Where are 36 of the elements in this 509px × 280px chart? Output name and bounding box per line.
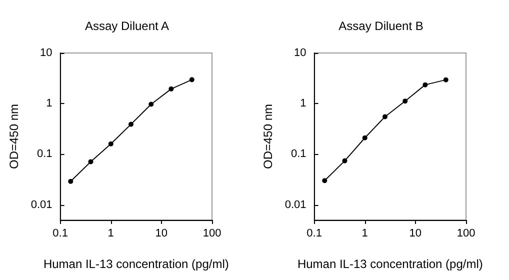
x-axis-title: Human IL-13 concentration (pg/ml) [43, 257, 229, 271]
y-tick-label: 0.1 [37, 148, 52, 160]
point [322, 178, 328, 184]
y-axis-title: OD=450 nm [261, 104, 275, 170]
point [148, 102, 154, 107]
x-tick-label: 0.1 [52, 228, 68, 240]
point [189, 77, 194, 82]
point [68, 178, 74, 184]
x-tick-label: 100 [202, 228, 222, 240]
point [382, 114, 388, 120]
x-tick-label: 0.1 [306, 228, 322, 240]
y-tick-label: 10 [294, 47, 306, 59]
y-tick-label: 0.01 [284, 198, 306, 211]
x-tick-label: 10 [155, 228, 168, 240]
point [128, 122, 134, 127]
x-tick-label: 100 [456, 228, 476, 240]
point [443, 77, 448, 82]
point [342, 158, 348, 164]
point [402, 98, 408, 104]
point [422, 82, 428, 88]
x-tick-label: 10 [409, 228, 422, 240]
chart-title: Assay Diluent A [84, 19, 170, 33]
y-tick-label: 1 [46, 98, 52, 110]
y-tick-label: 0.1 [291, 148, 306, 160]
chart-title: Assay Diluent B [338, 19, 424, 33]
point [108, 141, 114, 146]
y-tick-label: 1 [300, 98, 306, 110]
y-tick-label: 10 [40, 47, 52, 59]
point [362, 135, 368, 140]
x-tick-label: 1 [108, 228, 114, 240]
x-tick-label: 1 [362, 228, 368, 240]
point [88, 159, 94, 164]
x-axis-title: Human IL-13 concentration (pg/ml) [297, 257, 483, 271]
point [168, 86, 174, 92]
y-tick-label: 0.01 [30, 198, 52, 211]
y-axis-title: OD=450 nm [7, 104, 21, 170]
